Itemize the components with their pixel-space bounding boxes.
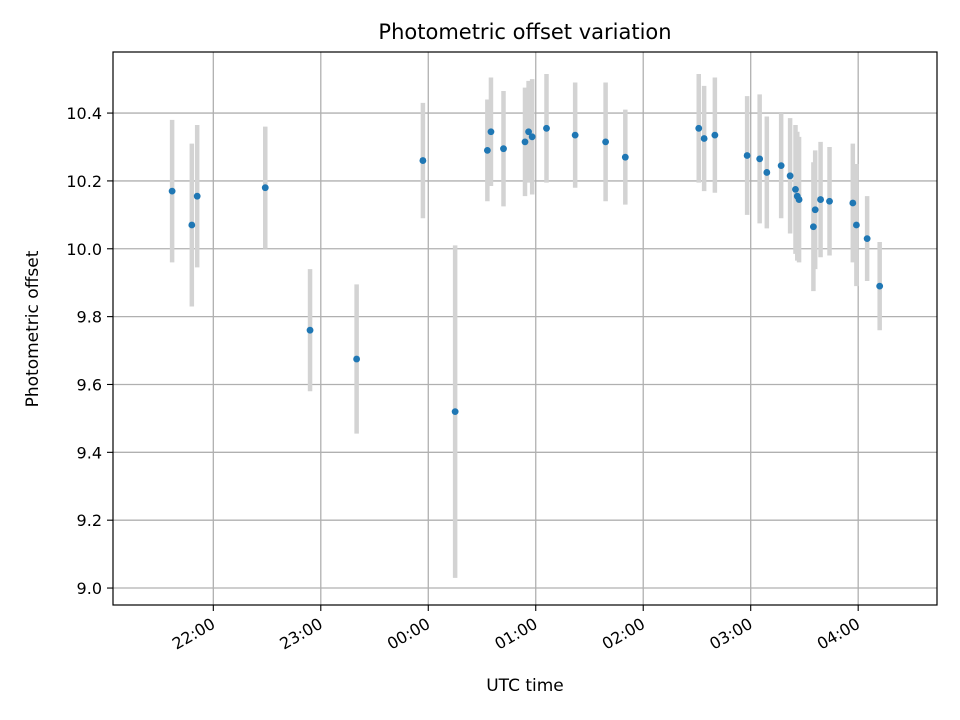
y-tick-label: 9.4 (77, 443, 102, 462)
data-point (863, 235, 871, 242)
x-tick-label: 04:00 (814, 614, 863, 654)
data-point (543, 124, 550, 132)
data-point (826, 197, 833, 205)
data-point (419, 157, 427, 164)
data-point (571, 131, 579, 139)
data-point (193, 192, 201, 200)
data-point (168, 187, 176, 195)
data-point (763, 169, 771, 176)
data-point (500, 145, 507, 153)
data-point (817, 196, 824, 203)
data-point (261, 184, 269, 192)
x-tick-label: 02:00 (599, 614, 648, 654)
x-axis-label: UTC time (486, 676, 564, 696)
data-point (792, 186, 799, 193)
y-axis-label: Photometric offset (23, 250, 43, 407)
data-point (451, 408, 459, 416)
data-point (695, 124, 703, 132)
y-tick-label: 10.2 (66, 172, 102, 191)
data-point (521, 138, 529, 146)
y-tick-label: 10.0 (66, 240, 102, 259)
y-tick-label: 9.0 (77, 579, 102, 598)
data-point (810, 223, 817, 231)
data-point (777, 162, 785, 170)
data-point (849, 199, 857, 207)
data-point (525, 128, 532, 136)
x-tick-label: 01:00 (491, 614, 540, 654)
data-point (811, 206, 819, 214)
data-point (621, 153, 629, 161)
plot-frame (112, 51, 938, 606)
x-tick-label: 23:00 (276, 614, 325, 654)
data-point (487, 128, 495, 136)
data-point (188, 221, 196, 229)
data-point (602, 138, 610, 146)
error-bars (169, 74, 882, 578)
x-tick-label: 22:00 (169, 614, 218, 654)
y-tick-label: 9.2 (77, 511, 102, 530)
data-point (306, 326, 314, 334)
data-point (756, 155, 764, 163)
x-tick-label: 03:00 (706, 614, 755, 654)
data-point (483, 146, 491, 154)
chart-title: Photometric offset variation (378, 20, 671, 44)
data-point (528, 133, 536, 141)
data-point (711, 131, 719, 139)
data-point (795, 196, 803, 203)
data-point (743, 152, 751, 159)
data-point (852, 221, 860, 229)
data-point (876, 282, 884, 290)
data-points (168, 124, 884, 416)
x-tick-label: 00:00 (384, 614, 433, 654)
y-tick-label: 9.8 (77, 308, 102, 327)
data-point (353, 355, 361, 363)
axis-ticks: 9.0 9.2 9.4 9.6 9.8 10.0 10.2 10.4 22:00 23:00 00:… (66, 104, 863, 653)
y-tick-label: 10.4 (66, 104, 102, 123)
grid (113, 52, 937, 605)
y-tick-label: 9.6 (77, 375, 102, 394)
data-point (700, 135, 708, 142)
data-point (786, 172, 794, 180)
